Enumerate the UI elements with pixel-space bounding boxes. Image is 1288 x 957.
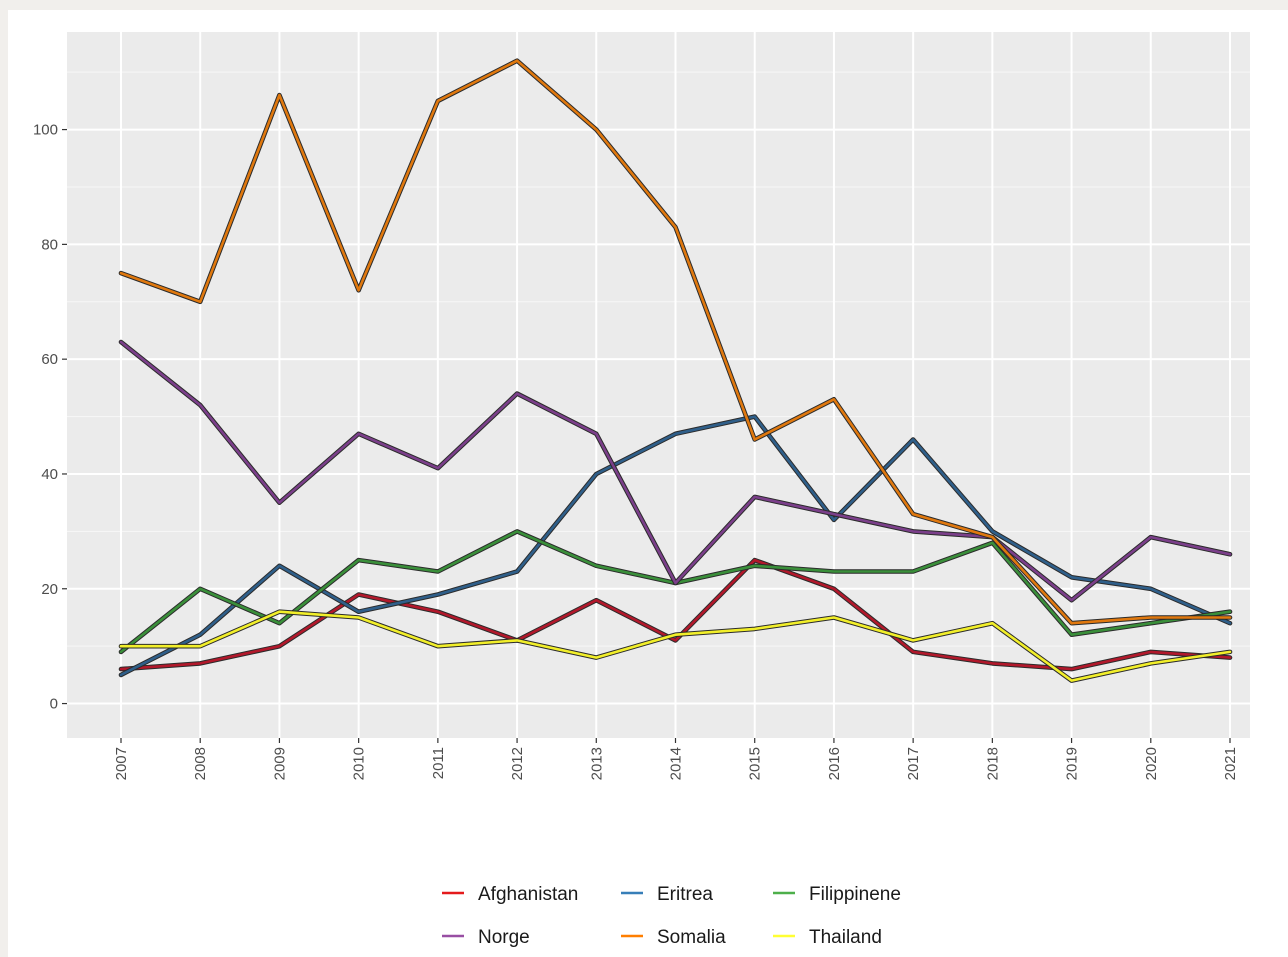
series-line-norge [119, 340, 1232, 602]
legend-item-afghanistan: Afghanistan [442, 884, 578, 905]
y-tick-label: 60 [41, 351, 58, 368]
legend-label-eritrea: Eritrea [657, 884, 713, 905]
y-tick-label: 80 [41, 236, 58, 253]
legend-item-norge: Norge [442, 927, 530, 948]
legend-item-thailand: Thailand [773, 927, 882, 948]
grid-lines [67, 32, 1250, 738]
x-tick-label: 2010 [351, 747, 368, 780]
series-lines [118, 58, 1233, 683]
line-chart: 0 20 40 60 80 100 2007 2008 2009 2010 2011 2012 201… [33, 32, 1250, 948]
y-tick-label: 0 [50, 696, 58, 713]
legend-item-somalia: Somalia [621, 927, 726, 948]
y-tick-label: 20 [41, 581, 58, 598]
series-somalia [118, 58, 1233, 626]
x-tick-label: 2020 [1143, 747, 1160, 780]
legend-item-eritrea: Eritrea [621, 884, 713, 905]
series-line-thailand [119, 610, 1232, 682]
x-tick-label: 2015 [747, 747, 764, 780]
series-thailand [118, 609, 1233, 683]
x-tick-label: 2018 [984, 747, 1001, 780]
legend-label-thailand: Thailand [809, 927, 882, 948]
legend-item-filippinene: Filippinene [773, 884, 901, 905]
x-tick-label: 2009 [271, 747, 288, 780]
series-eritrea [118, 414, 1233, 678]
x-tick-label: 2008 [192, 747, 209, 780]
y-axis: 0 20 40 60 80 100 [33, 122, 67, 713]
legend-label-norge: Norge [478, 927, 530, 948]
x-axis: 2007 2008 2009 2010 2011 2012 2013 2014 2015 2016… [113, 738, 1239, 780]
legend-label-somalia: Somalia [657, 927, 726, 948]
x-tick-label: 2011 [430, 747, 447, 779]
x-tick-label: 2007 [113, 747, 130, 780]
x-tick-label: 2012 [509, 747, 526, 780]
chart-card: 0 20 40 60 80 100 2007 2008 2009 2010 2011 2012 201… [8, 10, 1288, 957]
series-line-afghanistan [119, 558, 1232, 671]
series-norge [118, 339, 1233, 603]
y-tick-label: 100 [33, 122, 58, 139]
legend-label-filippinene: Filippinene [809, 884, 901, 905]
series-afghanistan [118, 557, 1233, 672]
series-line-eritrea [119, 415, 1232, 677]
y-tick-label: 40 [41, 466, 58, 483]
x-tick-label: 2019 [1064, 747, 1081, 780]
series-line-somalia [119, 59, 1232, 625]
legend-label-afghanistan: Afghanistan [478, 884, 578, 905]
x-tick-label: 2017 [905, 747, 922, 780]
x-tick-label: 2013 [588, 747, 605, 780]
x-tick-label: 2021 [1222, 747, 1239, 780]
x-tick-label: 2016 [826, 747, 843, 780]
x-tick-label: 2014 [668, 747, 685, 780]
legend: Afghanistan Eritrea Filippinene Norge Somali… [442, 884, 901, 948]
